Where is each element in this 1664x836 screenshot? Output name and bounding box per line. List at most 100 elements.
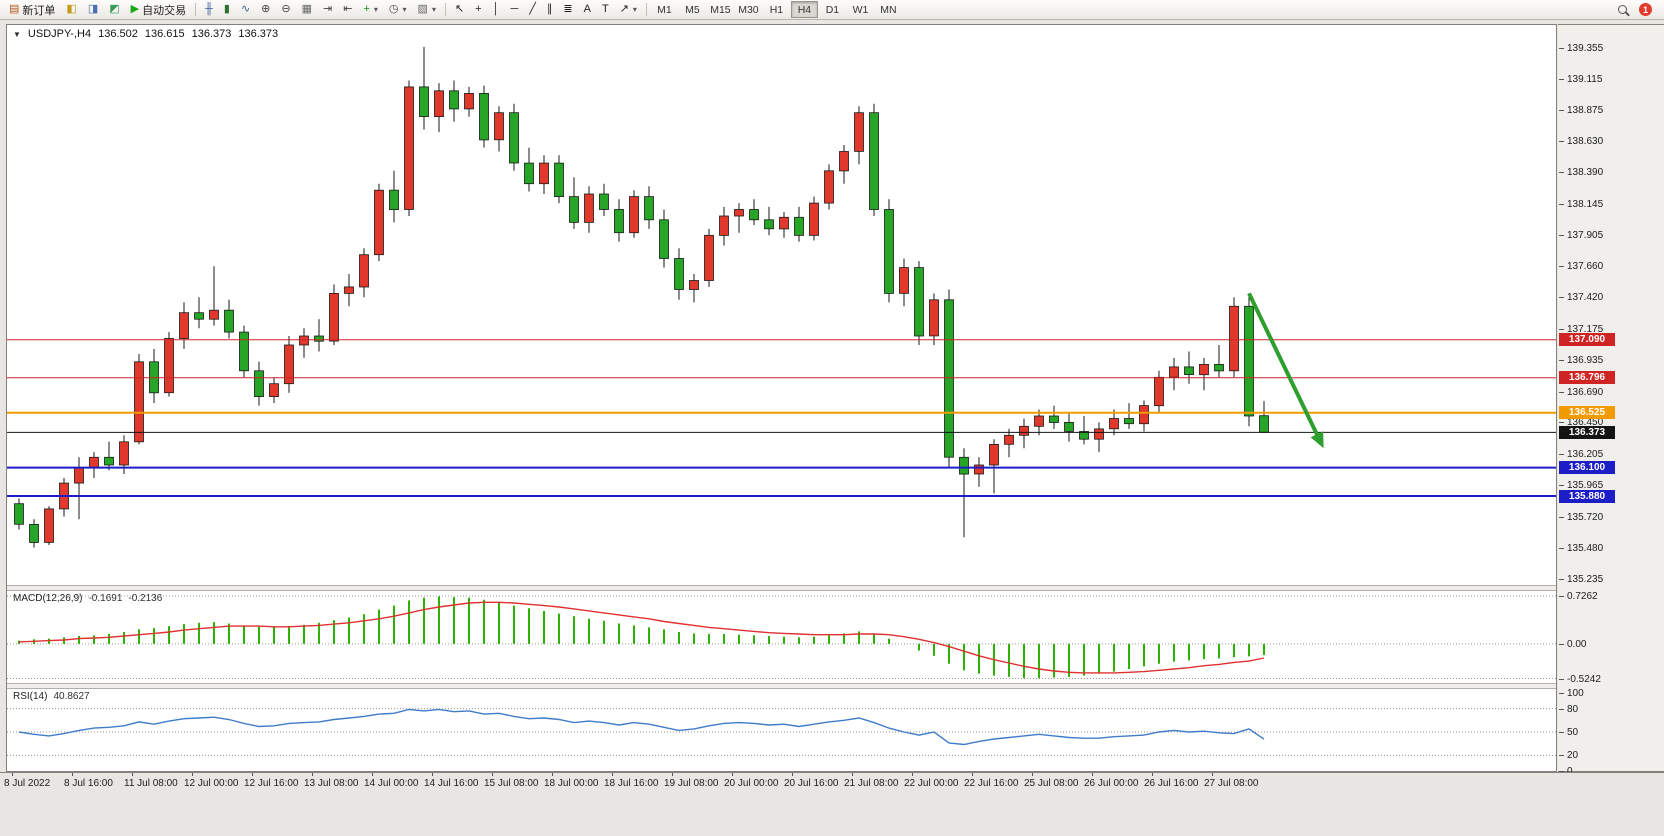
label-button[interactable]: T bbox=[597, 1, 614, 18]
data-window-button[interactable]: ◨ bbox=[83, 1, 103, 18]
price-tick: 138.145 bbox=[1558, 198, 1604, 210]
ohlc-open-value: 136.502 bbox=[98, 28, 138, 40]
search-icon bbox=[1618, 5, 1627, 14]
tile-windows-button[interactable]: ▦ bbox=[297, 1, 317, 18]
time-axis[interactable]: 8 Jul 2022 8 Jul 16:00 11 Jul 08:00 12 Jul … bbox=[0, 772, 1664, 794]
price-tag-136.525[interactable]: 136.525 bbox=[1559, 406, 1615, 420]
horizontal-line-button[interactable]: ─ bbox=[505, 1, 523, 18]
time-label: 11 Jul 08:00 bbox=[124, 773, 178, 789]
time-label: 25 Jul 08:00 bbox=[1024, 773, 1079, 789]
main-chart-canvas[interactable] bbox=[7, 25, 1556, 585]
timeframe-button-m30[interactable]: M30 bbox=[735, 1, 762, 18]
ohlc-close-value: 136.373 bbox=[238, 28, 279, 40]
zoom-out-icon: ⊖ bbox=[281, 3, 291, 15]
candle bbox=[794, 206, 804, 242]
chart-window[interactable]: ▼ USDJPY-,H4 136.502 136.615 136.373 136… bbox=[6, 24, 1557, 772]
price-tick: 137.175 bbox=[1558, 323, 1604, 335]
trend-arrow[interactable] bbox=[1247, 292, 1320, 438]
rsi-scale-tick: 80 bbox=[1558, 703, 1579, 715]
candle bbox=[944, 289, 954, 468]
candle bbox=[59, 477, 69, 517]
time-label: 8 Jul 2022 bbox=[4, 773, 51, 789]
indicators-button[interactable]: + ▾ bbox=[358, 1, 382, 18]
arrows-button[interactable]: ↗ ▾ bbox=[615, 1, 642, 18]
candle bbox=[1004, 428, 1014, 458]
cursor-button[interactable]: ↖ bbox=[450, 1, 469, 18]
rsi-panel-canvas[interactable] bbox=[7, 689, 1556, 772]
autotrading-button[interactable]: ▶ 自动交易 bbox=[126, 1, 191, 18]
price-tick: 138.390 bbox=[1558, 167, 1604, 179]
candle bbox=[1094, 422, 1104, 453]
candle bbox=[689, 274, 699, 303]
templates-button[interactable]: ▧ ▾ bbox=[413, 1, 441, 18]
auto-scroll-button[interactable]: ⇥ bbox=[318, 1, 337, 18]
channel-button[interactable]: ∥ bbox=[542, 1, 558, 18]
price-tag-135.880[interactable]: 135.880 bbox=[1559, 489, 1615, 503]
search-button[interactable] bbox=[1613, 1, 1632, 18]
autotrading-play-icon: ▶ bbox=[130, 3, 140, 15]
candle bbox=[554, 155, 564, 204]
price-tick: 135.480 bbox=[1558, 542, 1604, 554]
notification-badge[interactable]: 1 bbox=[1639, 3, 1652, 16]
price-tag-137.090[interactable]: 137.090 bbox=[1559, 333, 1615, 347]
market-watch-button[interactable]: ◧ bbox=[61, 1, 81, 18]
panel-splitter[interactable] bbox=[7, 585, 1556, 591]
trendline-button[interactable]: ╱ bbox=[524, 1, 541, 18]
chart-shift-button[interactable]: ⇤ bbox=[338, 1, 357, 18]
price-tag-136.100[interactable]: 136.100 bbox=[1559, 461, 1615, 475]
zoom-out-button[interactable]: ⊖ bbox=[276, 1, 295, 18]
candle bbox=[1034, 409, 1044, 436]
vertical-line-button[interactable]: │ bbox=[488, 1, 505, 18]
navigator-button[interactable]: ◩ bbox=[104, 1, 124, 18]
text-button[interactable]: A bbox=[579, 1, 596, 18]
periods-button[interactable]: ◷ ▾ bbox=[384, 1, 412, 18]
price-tag-136.796[interactable]: 136.796 bbox=[1559, 371, 1615, 385]
candle bbox=[524, 147, 534, 192]
chart-collapse-icon[interactable]: ▼ bbox=[13, 29, 21, 39]
timeframe-button-mn[interactable]: MN bbox=[875, 1, 902, 18]
time-label: 12 Jul 00:00 bbox=[184, 773, 239, 789]
macd-panel-canvas[interactable] bbox=[7, 591, 1556, 683]
timeframe-button-m1[interactable]: M1 bbox=[651, 1, 678, 18]
bar-chart-button[interactable]: ╫ bbox=[200, 1, 218, 18]
candle bbox=[1109, 409, 1119, 436]
timeframe-button-m5[interactable]: M5 bbox=[679, 1, 706, 18]
templates-icon: ▧ bbox=[417, 3, 428, 15]
autotrading-button-label: 自动交易 bbox=[142, 4, 187, 17]
timeframe-button-h4[interactable]: H4 bbox=[790, 1, 818, 18]
candle bbox=[1214, 345, 1224, 378]
candle bbox=[629, 190, 639, 238]
zoom-in-button[interactable]: ⊕ bbox=[256, 1, 275, 18]
rsi-label-row: RSI(14) 40.8627 bbox=[13, 691, 90, 702]
cursor-icon: ↖ bbox=[454, 3, 465, 15]
candlestick-chart-button[interactable]: ▮ bbox=[219, 1, 235, 18]
timeframe-button-h1[interactable]: H1 bbox=[763, 1, 790, 18]
candle bbox=[749, 199, 759, 225]
price-axis[interactable]: 139.355 139.115 138.875 138.630 138.390 138.1… bbox=[1558, 24, 1664, 777]
new-order-button[interactable]: ▤ 新订单 bbox=[4, 1, 60, 18]
price-tag-136.373[interactable]: 136.373 bbox=[1559, 425, 1615, 439]
timeframe-button-m15[interactable]: M15 bbox=[707, 1, 734, 18]
candle bbox=[254, 361, 264, 406]
timeframe-button-w1[interactable]: W1 bbox=[847, 1, 874, 18]
toolbar-separator bbox=[195, 3, 197, 16]
crosshair-button[interactable]: + bbox=[470, 1, 486, 18]
candle bbox=[734, 203, 744, 233]
label-icon: T bbox=[601, 3, 609, 15]
line-chart-icon: ∿ bbox=[240, 3, 251, 15]
macd-scale-tick: 0.7262 bbox=[1559, 591, 1598, 602]
toolbar-right: 1 bbox=[1613, 1, 1660, 18]
candle bbox=[1244, 293, 1254, 427]
timeframe-button-d1[interactable]: D1 bbox=[819, 1, 846, 18]
time-label: 27 Jul 08:00 bbox=[1204, 773, 1259, 789]
time-label: 21 Jul 08:00 bbox=[844, 773, 899, 789]
line-chart-button[interactable]: ∿ bbox=[236, 1, 255, 18]
dropdown-arrow-icon: ▾ bbox=[402, 5, 407, 14]
fibonacci-button[interactable]: ≣ bbox=[558, 1, 577, 18]
rsi-scale-tick: 20 bbox=[1558, 750, 1579, 762]
candle bbox=[719, 206, 729, 246]
candle bbox=[989, 439, 999, 494]
chart-title: USDJPY-,H4 bbox=[27, 28, 92, 40]
toolbar: ▤ 新订单 ◧ ◨ ◩ ▶ 自动交易 ╫ ▮ ∿ ⊕ ⊖ ▦ ⇥ ⇤ + ▾ ◷ ▾ ▧ ▾ ↖ + │ ─ ╱ ∥ ≣ A T ↗ ▾ M1 M… bbox=[0, 0, 1664, 20]
panel-splitter[interactable] bbox=[7, 683, 1556, 689]
